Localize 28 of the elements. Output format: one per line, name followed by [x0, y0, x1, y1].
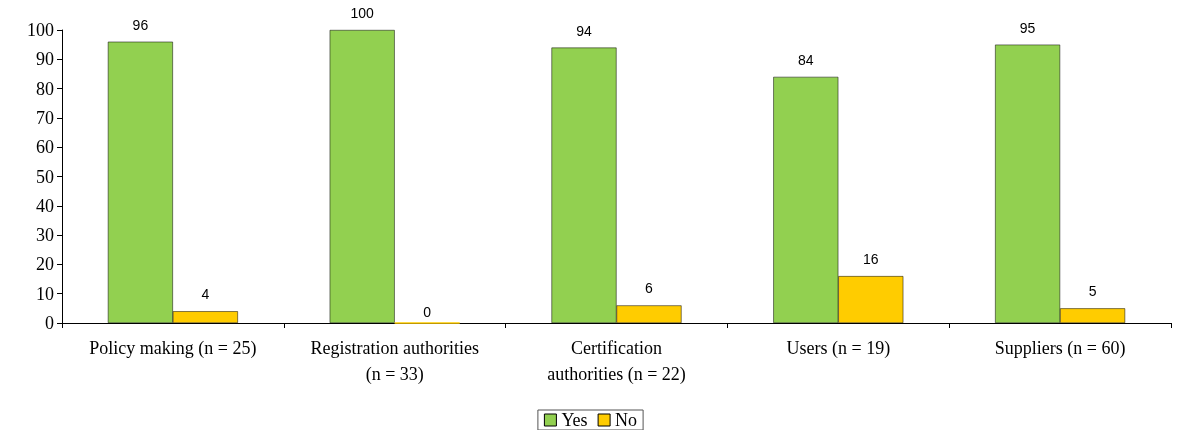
data-label: 5	[1088, 283, 1097, 300]
x-tick-label: Policy making (n = 25)	[89, 338, 257, 359]
y-tick-label: 10	[36, 283, 54, 304]
data-label: 94	[576, 22, 592, 39]
y-tick-label: 80	[36, 78, 54, 99]
y-tick-label: 0	[45, 313, 54, 333]
data-label: 16	[863, 251, 879, 268]
x-tick-label: Suppliers (n = 60)	[994, 338, 1126, 359]
y-tick-label: 50	[36, 166, 54, 187]
x-tick-label: Users (n = 19)	[786, 338, 891, 359]
y-tick-label: 40	[36, 195, 54, 216]
data-label: 95	[1019, 19, 1036, 36]
data-label: 4	[201, 286, 210, 303]
y-tick-label: 30	[36, 225, 54, 246]
data-label: 0	[423, 303, 432, 320]
y-tick-label: 60	[36, 137, 54, 158]
data-label: 100	[350, 5, 375, 21]
y-tick-label: 70	[36, 107, 54, 128]
y-tick-label: 90	[36, 49, 54, 70]
data-label: 84	[798, 51, 814, 68]
legend-label: Yes	[561, 410, 588, 430]
data-label: 96	[132, 16, 149, 33]
legend-label: No	[615, 410, 638, 430]
data-label: 6	[645, 280, 654, 297]
y-tick-label: 20	[36, 254, 54, 275]
y-tick-label: 100	[27, 20, 54, 40]
x-tick-label: Certification authorities (n = 22)	[547, 338, 686, 385]
x-tick-label: Registration authorities (n = 33)	[310, 338, 479, 385]
